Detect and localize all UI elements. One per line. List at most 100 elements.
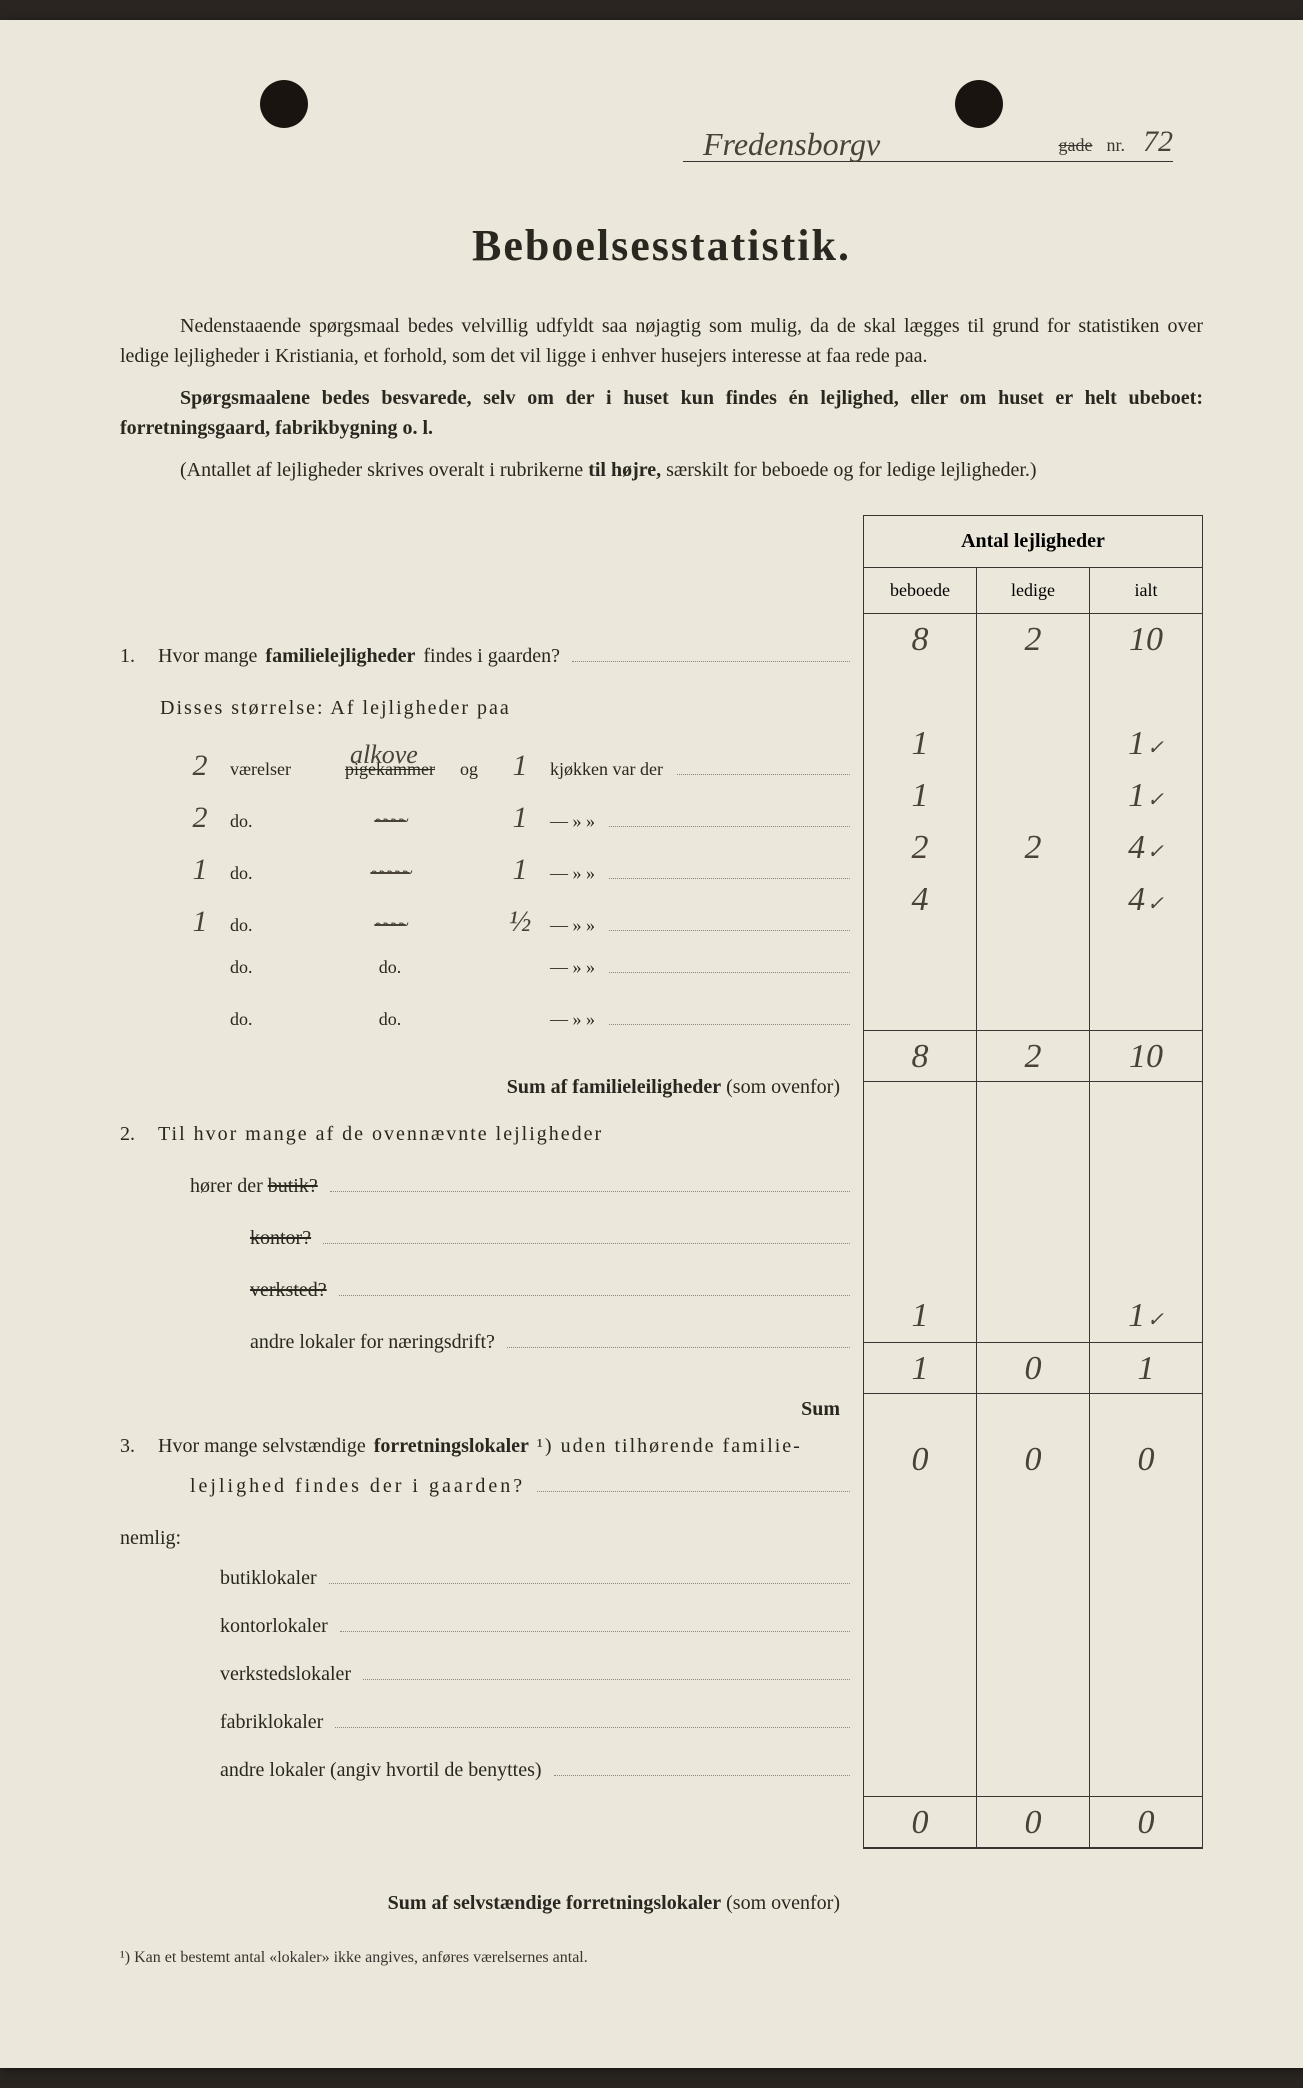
- table-row: [864, 1534, 1202, 1582]
- table-row: 1 1✓: [864, 770, 1202, 822]
- table-row: [864, 1134, 1202, 1186]
- kitchen-count: 1: [500, 853, 540, 887]
- q2-line: kontor?: [120, 1227, 850, 1279]
- q3-line: andre lokaler (angiv hvortil de benyttes…: [120, 1759, 850, 1807]
- cell: 2: [976, 1031, 1089, 1081]
- document-page: Fredensborgv gade nr. 72 Beboelsesstatis…: [0, 20, 1303, 2068]
- cell: [976, 926, 1089, 978]
- cell: 2: [976, 822, 1089, 874]
- cell: 1✓: [1089, 718, 1202, 770]
- q2-label: kontor?: [250, 1227, 311, 1250]
- gade-label: gade: [1059, 135, 1093, 156]
- col-beboede: beboede: [864, 568, 976, 613]
- struck-text: verksted?: [250, 1279, 327, 1301]
- nr-label: nr.: [1106, 135, 1125, 156]
- punch-hole-right: [955, 80, 1003, 128]
- table-row: 1 1✓: [864, 718, 1202, 770]
- col-ledige: ledige: [976, 568, 1089, 613]
- checkmark: ✓: [1147, 893, 1164, 915]
- q-number: 1.: [120, 645, 150, 668]
- cell: [976, 1486, 1089, 1534]
- cell: [976, 1534, 1089, 1582]
- cell: [1089, 1630, 1202, 1678]
- q2-label: hører der butik?: [190, 1175, 318, 1198]
- q2-sum-label: Sum: [120, 1383, 850, 1435]
- tail-label: — » »: [550, 1009, 595, 1030]
- cell: 10: [1089, 1031, 1202, 1081]
- intro-text-3a: (Antallet af lejligheder skrives overalt…: [180, 459, 588, 481]
- scribble: ~~~~: [330, 810, 450, 833]
- street-number: 72: [1143, 125, 1173, 159]
- table-row-spacer: [864, 1726, 1202, 1796]
- do-label: do.: [330, 957, 450, 978]
- room-line: 1 do. ~~~~~ 1 — » »: [180, 853, 850, 905]
- cell: [976, 1082, 1089, 1134]
- room-line: do. do. — » »: [180, 957, 850, 1009]
- dotted-leader: [330, 1191, 850, 1192]
- cell: [864, 1726, 976, 1796]
- tail-label: kjøkken var der: [550, 759, 663, 780]
- cell: 1✓: [1089, 1290, 1202, 1342]
- dotted-leader: [554, 1775, 850, 1776]
- cell: [976, 1394, 1089, 1434]
- header-address-line: Fredensborgv gade nr. 72: [683, 125, 1173, 162]
- nemlig-label: nemlig:: [120, 1527, 181, 1550]
- q1-text-a: Hvor mange: [158, 645, 257, 668]
- cell: 1: [864, 1343, 976, 1393]
- sum-text-a: Sum af familieleiligheder: [507, 1076, 721, 1098]
- table-row: 4 4✓: [864, 874, 1202, 926]
- dotted-leader: [609, 1024, 850, 1025]
- cell: [976, 1582, 1089, 1630]
- body-area: Antal lejligheder beboede ledige ialt 8 …: [120, 515, 1203, 1929]
- vaer-label: do.: [230, 863, 320, 884]
- tail-label: — » »: [550, 863, 595, 884]
- cell: [976, 1678, 1089, 1726]
- cell: [976, 978, 1089, 1030]
- q2-text: Til hvor mange af de ovennævnte lejlighe…: [158, 1123, 603, 1146]
- vaer-label: do.: [230, 811, 320, 832]
- sum-text-b: (som ovenfor): [721, 1892, 840, 1914]
- checkmark: ✓: [1147, 737, 1164, 759]
- cell: [976, 1134, 1089, 1186]
- q1-text-c: findes i gaarden?: [423, 645, 560, 668]
- q3-label: butiklokaler: [220, 1567, 317, 1590]
- cell: [1089, 1394, 1202, 1434]
- cell: 0: [976, 1797, 1089, 1847]
- cell: 0: [864, 1434, 976, 1486]
- dotted-leader: [335, 1727, 850, 1728]
- table-row-spacer: [864, 1082, 1202, 1134]
- room-line: 2 do. ~~~~ 1 — » »: [180, 801, 850, 853]
- tail-label: — » »: [550, 957, 595, 978]
- cell: 1✓: [1089, 770, 1202, 822]
- cell: [864, 1678, 976, 1726]
- kitchen-count: 1: [500, 749, 540, 783]
- cell: 8: [864, 1031, 976, 1081]
- sum-text-a: Sum af selvstændige forretningslokaler: [388, 1892, 722, 1914]
- handwritten-annotation: alkove: [350, 740, 418, 770]
- cell: [864, 1082, 976, 1134]
- cell: [1089, 1082, 1202, 1134]
- cell: 1: [1089, 1343, 1202, 1393]
- footnote: ¹) Kan et bestemt antal «lokaler» ikke a…: [120, 1949, 1203, 1967]
- vaer-label: do.: [230, 957, 320, 978]
- cell: [1089, 1238, 1202, 1290]
- q3-label: fabriklokaler: [220, 1711, 323, 1734]
- table-subheader: beboede ledige ialt: [864, 568, 1202, 614]
- cell: [864, 666, 976, 718]
- q1-sub-label: Disses størrelse: Af lejligheder paa: [160, 697, 511, 720]
- cell: [976, 1238, 1089, 1290]
- question-3: 3. Hvor mange selvstændige forretningslo…: [120, 1435, 850, 1475]
- cell: [976, 1726, 1089, 1796]
- cell: [864, 1582, 976, 1630]
- q-number: 2.: [120, 1123, 150, 1146]
- room-count: 2: [180, 801, 220, 835]
- table-row: 0 0 0: [864, 1434, 1202, 1486]
- sum-text: Sum: [801, 1398, 840, 1420]
- room-count: 1: [180, 905, 220, 939]
- intro-text-3c: særskilt for beboede og for ledige lejli…: [661, 459, 1036, 481]
- count-table: Antal lejligheder beboede ledige ialt 8 …: [863, 515, 1203, 1849]
- cell: [976, 666, 1089, 718]
- cell: [1089, 1582, 1202, 1630]
- dotted-leader: [609, 930, 850, 931]
- cell: 0: [864, 1797, 976, 1847]
